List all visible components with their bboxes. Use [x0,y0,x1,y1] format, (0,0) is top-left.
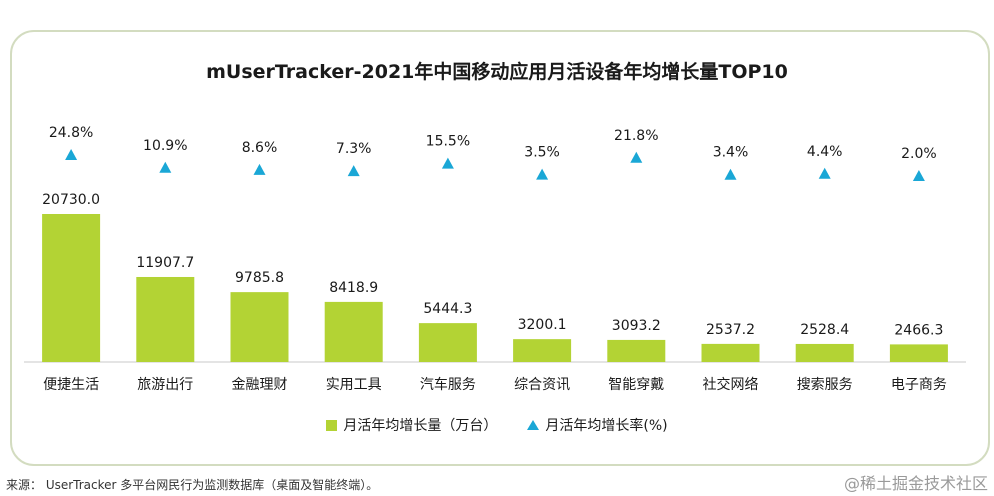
rate-marker [253,163,266,175]
bar-value-label: 3093.2 [612,318,661,334]
rate-value-label: 3.5% [524,145,560,161]
legend-item-marker: 月活年均增长率(%) [527,415,668,435]
rate-value-label: 24.8% [49,125,93,141]
category-tick-label: 旅游出行 [137,377,193,393]
rate-marker [630,151,643,163]
category-tick-label: 综合资讯 [514,377,570,393]
category-tick-label: 社交网络 [703,376,759,393]
rate-marker [347,165,360,177]
category-tick-label: 智能穿戴 [608,377,664,393]
rate-marker [159,161,172,173]
bar [701,343,760,362]
bar-value-label: 2466.3 [894,322,943,338]
bar [42,214,101,362]
rate-marker [441,157,454,169]
rate-value-label: 10.9% [143,138,187,154]
watermark: @稀土掘金技术社区 [843,474,988,493]
category-tick-label: 实用工具 [326,377,382,393]
bar-value-label: 8418.9 [329,280,378,296]
bar [889,344,948,362]
bar-value-label: 5444.3 [423,301,472,317]
rate-value-label: 2.0% [901,146,937,162]
rate-value-label: 4.4% [807,144,843,160]
bar-value-label: 3200.1 [518,317,567,333]
rate-marker [724,168,737,180]
category-tick-label: 便捷生活 [43,377,99,393]
legend-item-bar: 月活年均增长量（万台） [326,415,497,435]
chart-card [10,30,990,466]
rate-value-label: 15.5% [426,134,470,150]
bar [513,339,572,362]
bar-value-label: 11907.7 [136,255,194,271]
rate-value-label: 7.3% [336,141,372,157]
bar-value-label: 2537.2 [706,322,755,338]
bar [136,276,195,362]
category-tick-label: 汽车服务 [420,376,476,393]
legend-label-marker: 月活年均增长率(%) [545,418,668,434]
rate-value-label: 8.6% [242,140,278,156]
legend-square-swatch [326,419,338,431]
bar [418,323,477,362]
category-tick-label: 电子商务 [891,377,947,393]
bar [324,301,383,362]
source-note: 来源： UserTracker 多平台网民行为监测数据库（桌面及智能终端）。 [6,478,379,492]
legend-label-bar: 月活年均增长量（万台） [343,418,498,434]
legend-triangle-swatch [527,420,540,430]
category-tick-label: 金融理财 [232,377,288,393]
legend: 月活年均增长量（万台） 月活年均增长率(%) [0,415,994,435]
rate-value-label: 21.8% [614,128,658,144]
rate-marker [536,168,549,180]
bar-value-label: 2528.4 [800,322,849,338]
chart-title: mUserTracker-2021年中国移动应用月活设备年均增长量TOP10 [206,61,788,83]
bar [230,292,289,362]
rate-marker [65,149,78,160]
bar [795,343,854,362]
rate-marker [818,167,831,179]
bar-value-label: 20730.0 [42,192,100,208]
rate-marker [912,170,925,181]
bar-value-label: 9785.8 [235,270,284,286]
rate-value-label: 3.4% [713,145,749,161]
category-tick-label: 搜索服务 [797,376,853,393]
bar [607,339,666,362]
